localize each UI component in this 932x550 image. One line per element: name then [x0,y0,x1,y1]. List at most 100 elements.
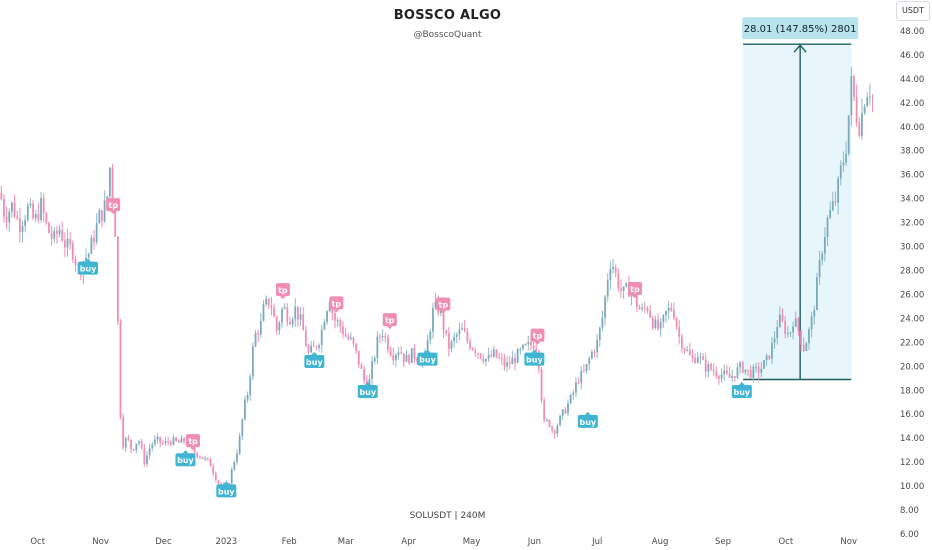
candle-body [384,336,387,338]
tp-signal-marker[interactable]: tp [436,297,451,314]
candle-body [545,419,548,421]
tp-signal-marker[interactable]: tp [186,434,201,451]
y-tick-label: 14.00 [900,434,924,444]
tp-signal-marker[interactable]: tp [275,283,290,300]
measure-range-box[interactable] [743,44,852,380]
tp-label: tp [278,286,288,295]
buy-signal-marker[interactable]: buy [304,352,325,369]
buy-signal-marker[interactable]: buy [731,381,752,398]
candle-body [148,448,151,456]
candle-body [206,457,209,460]
buy-label: buy [177,456,194,465]
candle-body [837,178,840,203]
candle-body [826,217,829,238]
buy-label: buy [526,356,543,365]
candle-body [336,320,339,322]
candle-body [662,315,665,322]
candle-body [622,286,625,291]
buy-signal-marker[interactable]: buy [78,258,99,275]
tp-signal-marker[interactable]: tp [627,281,642,298]
candle-body [818,260,821,278]
candle-body [291,319,294,325]
candle-body [217,480,220,484]
candle-body [32,203,35,219]
candle-body [768,355,771,359]
tp-signal-marker[interactable]: tp [106,198,121,215]
price-axis[interactable]: 6.00 8.00 10.00 12.00 14.00 16.00 18.00 20.00 22… [900,27,924,540]
candle-body [593,351,596,353]
candle-body [262,304,265,321]
candle-body [553,430,556,434]
candle-body [413,348,416,359]
buy-signal-marker[interactable]: buy [216,481,237,498]
currency-button[interactable]: USDT [896,1,930,21]
candle-body [786,333,789,335]
candle-body [37,213,40,220]
candle-body [604,296,606,318]
candle-body [69,238,72,244]
candle-body [778,314,781,328]
candle-body [447,333,450,349]
candle-body [469,340,471,349]
candle-body [297,306,299,320]
x-tick-label: Oct [30,537,45,547]
candle-body [569,394,572,404]
candle-body [863,106,866,114]
candle-body [265,298,268,305]
candle-body [670,307,673,311]
candle-body [861,113,863,136]
buy-label: buy [579,418,596,427]
candle-body [839,165,842,179]
candle-body [588,358,591,364]
tp-signal-marker[interactable]: tp [329,296,344,313]
buy-signal-marker[interactable]: buy [417,349,438,366]
candle-body [310,345,313,353]
x-tick-label: Nov [92,537,109,547]
y-tick-label: 22.00 [900,338,924,348]
candle-body [42,197,45,214]
tp-signal-marker[interactable]: tp [530,328,545,345]
candle-body [789,332,792,334]
candle-body [299,314,302,320]
candle-body [233,462,236,470]
candle-body [530,341,532,346]
candle-body [63,240,66,248]
candle-body [357,350,360,365]
candle-body [230,469,233,484]
candle-body [572,392,575,395]
candle-body [40,197,42,220]
candle-body [617,272,620,289]
candle-body [416,358,418,362]
tp-signal-marker[interactable]: tp [382,313,397,330]
measure-label: 28.01 (147.85%) 2801 [744,24,857,35]
candle-body [802,345,805,352]
candle-body [201,457,204,459]
candle-body [601,317,604,328]
buy-label: buy [359,388,376,397]
buy-label: buy [218,487,235,496]
buy-signal-marker[interactable]: buy [524,349,545,366]
candle-body [169,441,172,445]
y-tick-label: 30.00 [900,243,924,253]
candle-body [548,419,551,427]
buy-signal-marker[interactable]: buy [175,450,196,467]
candle-body [688,350,691,356]
buy-signal-marker[interactable]: buy [357,381,378,398]
candle-body [304,330,307,347]
x-tick-label: Apr [401,537,416,547]
candle-body [172,437,175,445]
candle-body [159,436,162,443]
candle-body [21,225,24,232]
candle-body [251,346,254,377]
candle-body [776,327,779,339]
candle-body [596,339,599,353]
candle-body [683,348,686,351]
candle-body [363,368,366,381]
candle-body [564,409,567,414]
buy-signal-marker[interactable]: buy [577,411,598,428]
time-axis[interactable]: Oct Nov Dec 2023 Feb Mar Apr May Jun Jul Aug Sep Oct… [30,537,857,547]
candle-body [315,346,318,348]
candle-body [810,316,813,330]
candle-body [5,216,8,223]
